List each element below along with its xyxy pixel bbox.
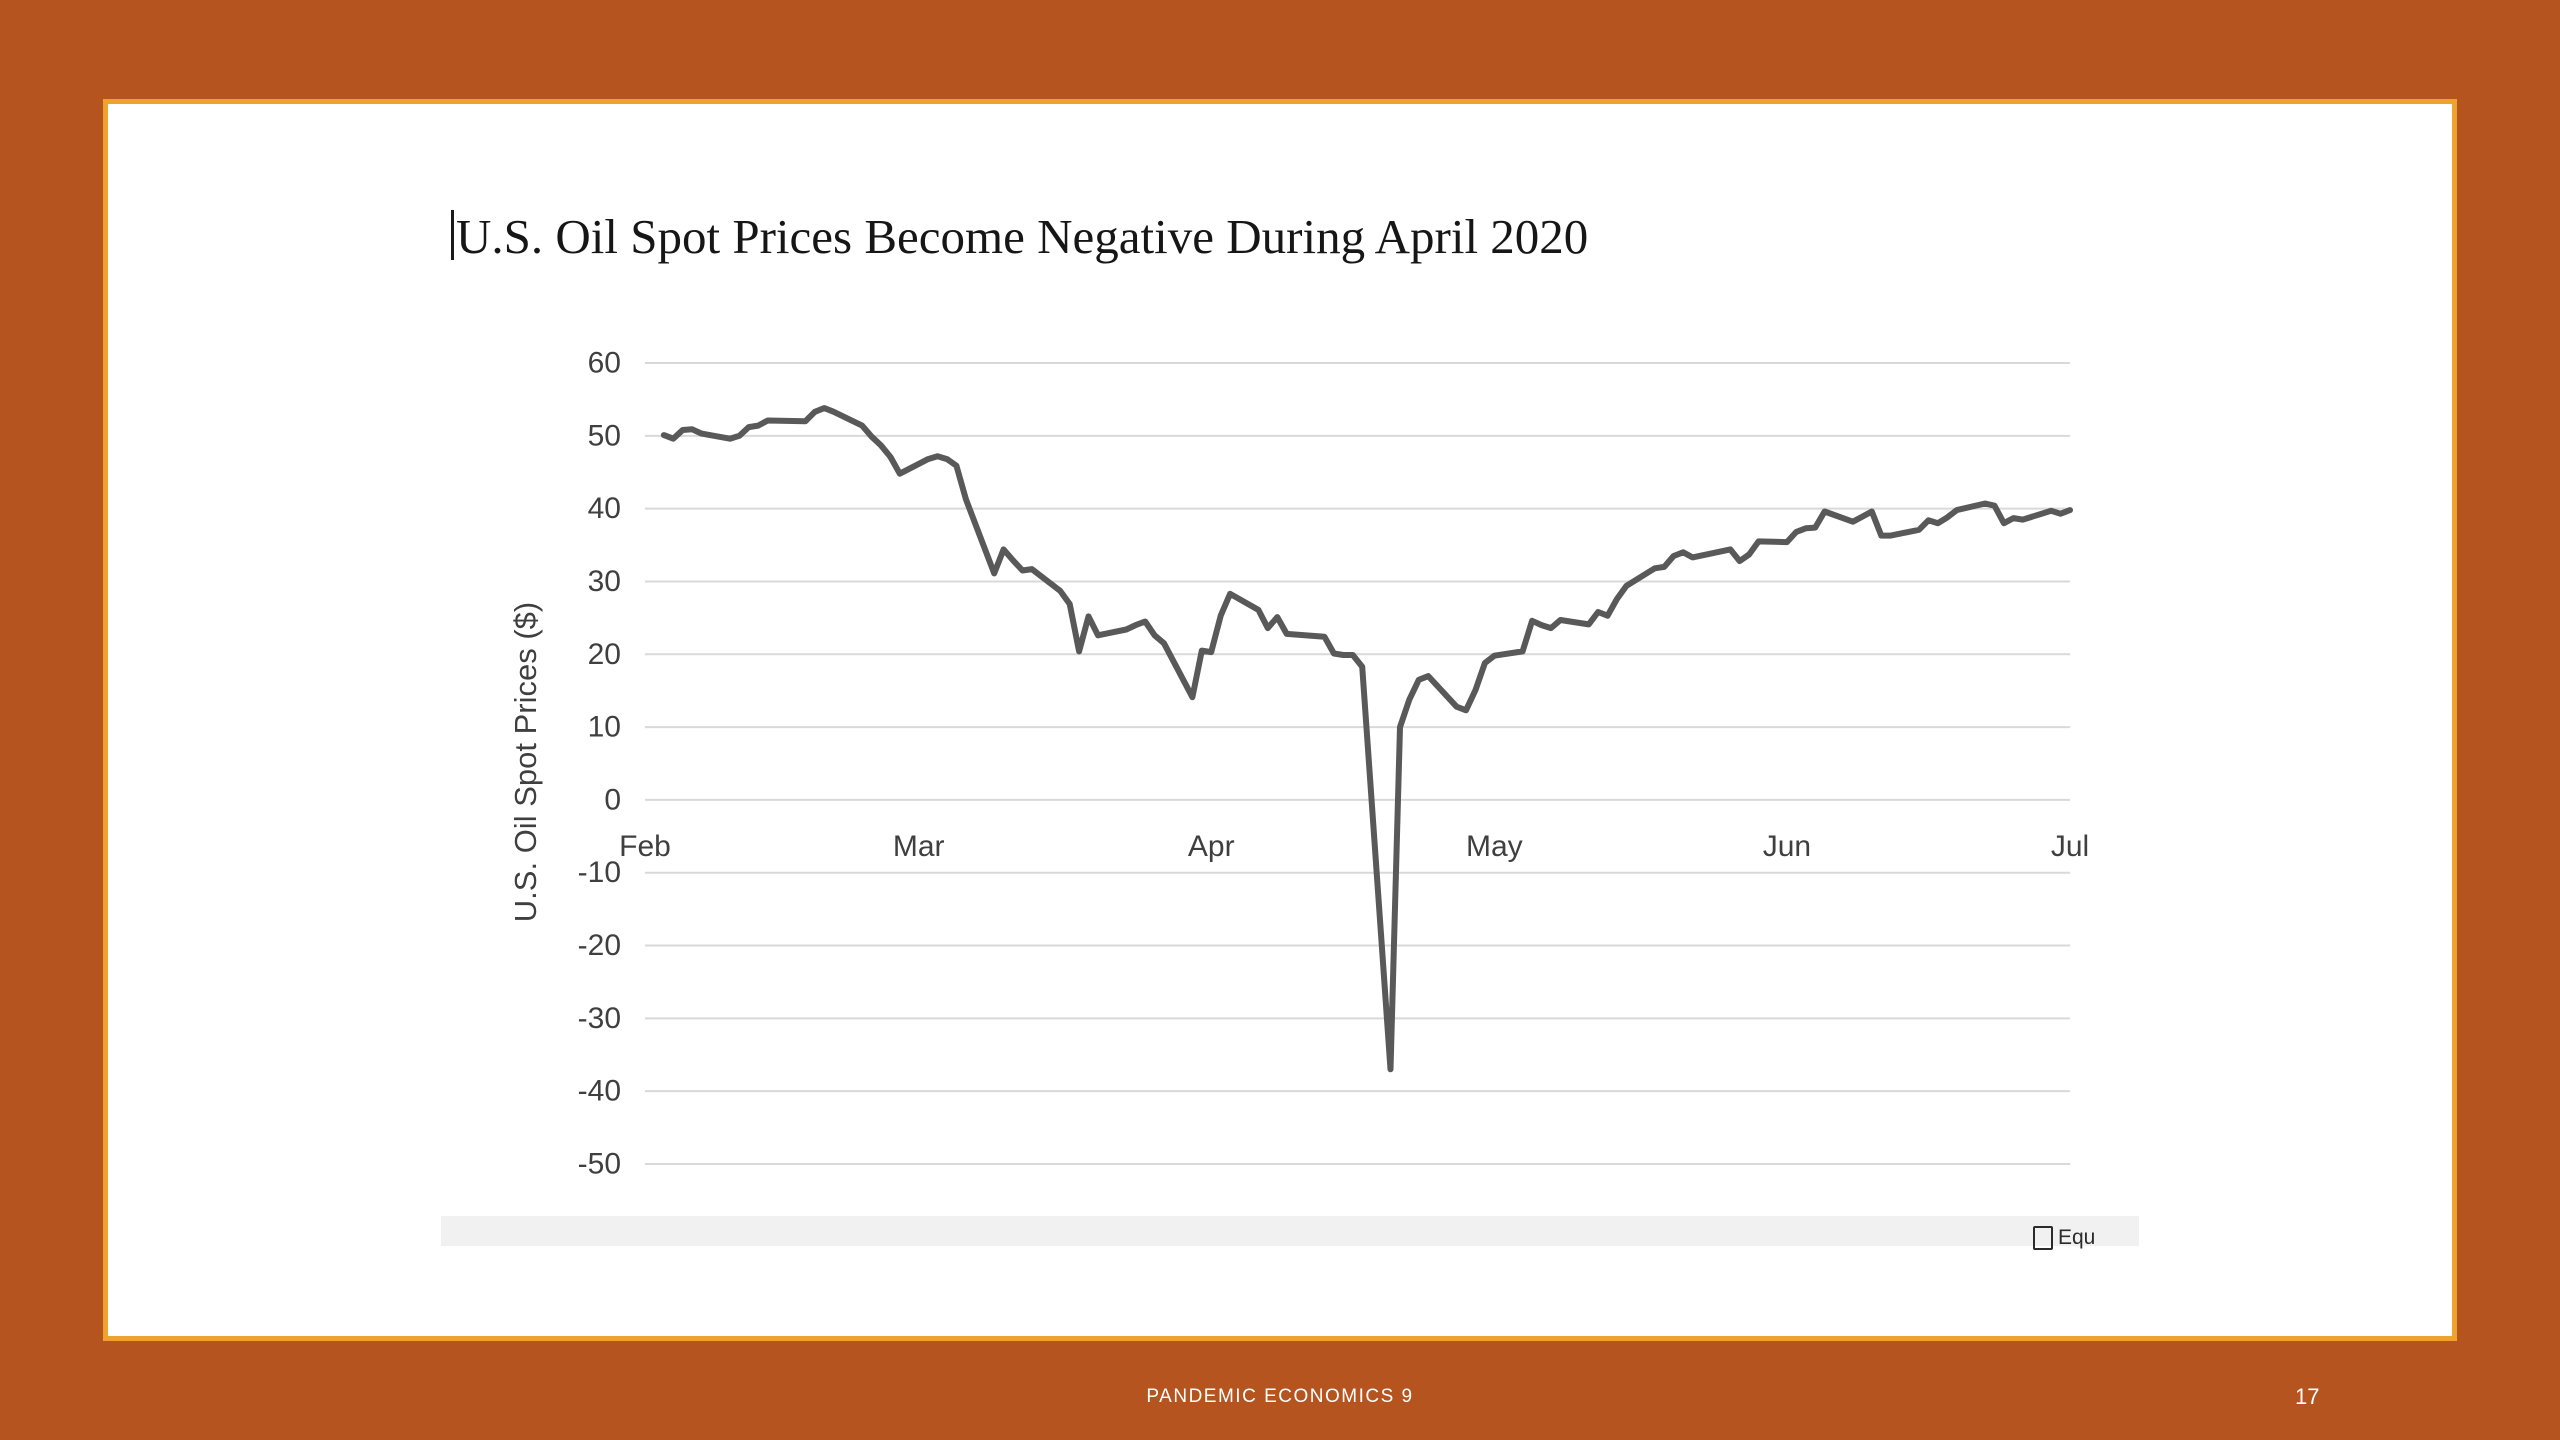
y-tick-label: -30 (578, 1002, 621, 1035)
y-tick-label: 10 (588, 711, 621, 744)
y-axis-title: U.S. Oil Spot Prices ($) (508, 601, 543, 923)
chart-scroll-strip (441, 1216, 2139, 1246)
document-icon (2033, 1226, 2053, 1250)
page-number: 17 (2295, 1384, 2320, 1409)
series-line (660, 405, 2073, 1073)
x-tick-label: Apr (1188, 830, 1235, 863)
x-tick-label: Feb (619, 830, 671, 863)
footer-title: PANDEMIC ECONOMICS 9 (1146, 1386, 1414, 1407)
slide-title[interactable]: U.S. Oil Spot Prices Become Negative Dur… (456, 209, 1589, 264)
oil-price-chart[interactable]: 60 50 40 30 20 10 0 -10 -20 -30 -40 -50 Feb Mar Apr May… (108, 104, 2452, 1336)
footer-bar: PANDEMIC ECONOMICS 9 17 (0, 1341, 2560, 1440)
x-tick-label: Jun (1763, 830, 1811, 863)
slide: U.S. Oil Spot Prices Become Negative Dur… (103, 99, 2457, 1341)
text-cursor (451, 210, 454, 260)
y-tick-label: 0 (604, 783, 621, 816)
y-tick-label: -10 (578, 856, 621, 889)
y-tick-label: 20 (588, 638, 621, 671)
source-note: Equ (2033, 1220, 2145, 1256)
y-tick-label: 40 (588, 492, 621, 525)
y-tick-label: 50 (588, 419, 621, 452)
x-tick-label: May (1466, 830, 1523, 863)
x-tick-label: Mar (893, 830, 945, 863)
y-tick-label: 30 (588, 565, 621, 598)
y-tick-label: -50 (578, 1148, 621, 1181)
y-tick-label: -20 (578, 929, 621, 962)
source-note-text: Equ (2058, 1226, 2096, 1249)
y-tick-label: -40 (578, 1075, 621, 1108)
x-tick-label: Jul (2051, 830, 2089, 863)
y-tick-label: 60 (588, 347, 621, 380)
